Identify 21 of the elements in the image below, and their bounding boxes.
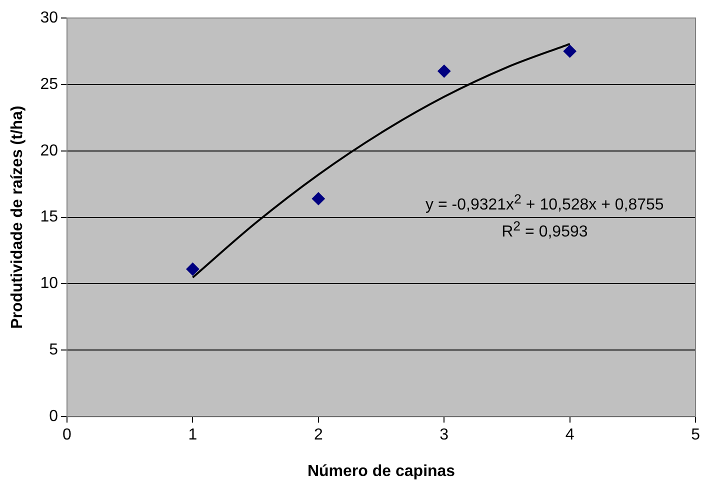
x-tick-label: 3 [440, 426, 449, 444]
y-tick-label: 5 [49, 342, 58, 359]
x-tick-label: 4 [565, 426, 574, 444]
point [563, 44, 576, 58]
y-tick-label: 0 [49, 408, 58, 426]
y-tick-label: 30 [40, 9, 58, 26]
annotation: R$^{2}$ = 0,9593 [502, 218, 588, 242]
annotation: y = -0,9321x$^{2}$ + 10,528x + 0,8755 [426, 192, 664, 216]
y-tick-label: 15 [40, 208, 58, 226]
x-tick-label: 0 [62, 426, 72, 444]
y-tick-label: 25 [40, 76, 58, 93]
y-axis-title: Produtividade de raízes (t/ha) [9, 106, 26, 329]
point [186, 262, 200, 276]
x-tick-label: 2 [314, 426, 323, 444]
x-tick-label: 5 [691, 426, 700, 444]
x-tick-label: 1 [188, 426, 198, 444]
y-tick-label: 20 [40, 142, 58, 160]
point [312, 192, 325, 206]
x-axis-title: Número de capinas [307, 462, 456, 480]
y-tick-label: 10 [40, 275, 58, 292]
point [438, 64, 451, 78]
